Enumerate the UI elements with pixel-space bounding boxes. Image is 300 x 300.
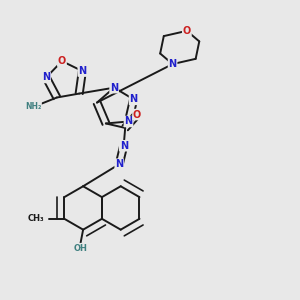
Text: OH: OH [73,244,87,253]
Text: NH₂: NH₂ [25,102,41,111]
Text: O: O [183,26,191,36]
Text: N: N [110,83,118,93]
Text: N: N [169,59,177,69]
Text: CH₃: CH₃ [28,214,44,223]
Text: N: N [115,159,123,169]
Text: N: N [124,116,133,127]
Text: N: N [42,73,50,82]
Text: N: N [78,66,86,76]
Text: O: O [58,56,66,66]
Text: N: N [130,94,138,104]
Text: O: O [133,110,141,119]
Text: N: N [120,141,128,151]
